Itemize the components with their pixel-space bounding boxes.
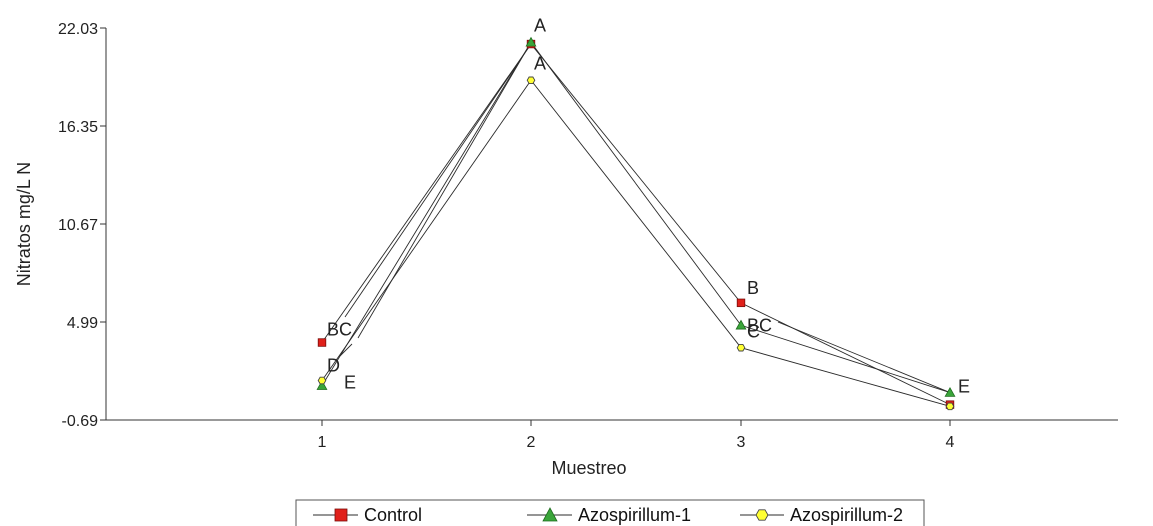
series-line-2	[321, 79, 951, 407]
label-connectors	[339, 42, 951, 393]
y-tick-label: -0.69	[62, 413, 99, 430]
point-label: E	[344, 373, 356, 393]
legend: Control Azospirillum-1 Azospirillum-2	[295, 499, 925, 526]
label-connector	[339, 343, 353, 357]
data-point	[526, 76, 536, 85]
point-label: C	[747, 322, 760, 342]
legend-label: Azospirillum-2	[790, 505, 903, 525]
data-point	[316, 380, 328, 390]
legend-box	[295, 499, 925, 526]
legend-marker-0	[334, 508, 348, 522]
point-label: B	[747, 278, 759, 298]
data-point	[317, 376, 327, 385]
series-line-0	[321, 43, 951, 406]
series-markers	[316, 36, 956, 411]
point-label: E	[958, 377, 970, 397]
point-label: A	[534, 53, 546, 73]
y-tick-label: 16.35	[58, 119, 98, 136]
data-point	[736, 298, 746, 308]
x-tick-label: 1	[318, 434, 327, 451]
legend-label: Control	[364, 505, 422, 525]
label-connector	[777, 321, 951, 393]
point-label: BC	[327, 320, 352, 340]
point-label: A	[534, 15, 546, 35]
label-connector	[357, 42, 532, 339]
y-tick-label: 10.67	[58, 217, 98, 234]
point-label: D	[327, 355, 340, 375]
series-line-1	[321, 41, 951, 393]
data-point	[945, 402, 955, 411]
x-tick-label: 2	[527, 434, 536, 451]
x-tick-label: 3	[737, 434, 746, 451]
legend-marker-2	[755, 509, 769, 521]
data-point	[736, 343, 746, 352]
legend-label: Azospirillum-1	[578, 505, 691, 525]
label-connector	[344, 43, 532, 318]
series-lines	[321, 41, 951, 407]
y-tick-label: 4.99	[67, 315, 98, 332]
point-label: BC	[747, 315, 772, 335]
y-tick-label: 22.03	[58, 21, 98, 38]
y-axis-title: Nitratos mg/L N	[14, 162, 34, 286]
data-point	[525, 36, 537, 47]
data-point	[317, 338, 327, 347]
axes: -0.69 4.99 10.67 16.35 22.03 1 2 3 4 Muestreo Nitr…	[14, 21, 1118, 478]
legend-marker-1	[542, 507, 558, 522]
data-point	[944, 386, 956, 397]
x-axis-title: Muestreo	[551, 458, 626, 478]
data-point	[735, 319, 747, 330]
x-tick-label: 4	[946, 434, 955, 451]
